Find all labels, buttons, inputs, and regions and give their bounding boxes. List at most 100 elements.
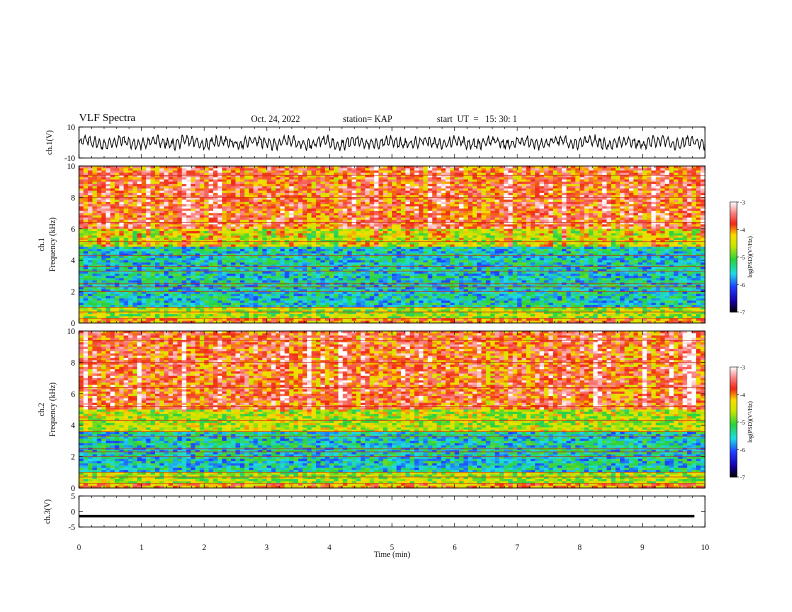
spectrogram-cell (213, 190, 219, 194)
spectrogram-cell (284, 300, 290, 304)
spectrogram-cell (96, 260, 102, 263)
spectrogram-cell (315, 190, 321, 194)
spectrogram-cell (132, 188, 138, 192)
spectrogram-cell (146, 280, 151, 284)
spectrogram-cell (378, 255, 384, 259)
spectrogram-cell (396, 217, 402, 221)
spectrogram-cell (96, 264, 102, 268)
spectrogram-cell (315, 293, 321, 297)
spectrogram-cell (387, 210, 393, 214)
spectrogram-cell (199, 287, 205, 290)
spectrogram-cell (248, 262, 254, 266)
spectrogram-cell (315, 228, 321, 232)
spectrogram-cell (226, 293, 232, 297)
spectrogram-cell (150, 316, 156, 319)
spectrogram-cell (168, 174, 174, 178)
spectrogram-cell (365, 190, 371, 194)
spectrogram-cell (351, 190, 357, 194)
spectrogram-cell (110, 228, 116, 232)
spectrogram-cell (307, 318, 312, 322)
spectrogram-cell (96, 273, 102, 277)
spectrogram-cell (110, 311, 116, 315)
spectrogram-cell (342, 174, 348, 178)
spectrogram-cell (324, 275, 330, 279)
spectrogram-cell (298, 284, 303, 288)
spectrogram-cell (222, 228, 227, 232)
spectrogram-cell (181, 318, 187, 322)
spectrogram-cell (387, 253, 393, 257)
spectrogram-cell (383, 166, 388, 169)
spectrogram-cell (333, 235, 339, 239)
spectrogram-cell (280, 201, 286, 205)
spectrogram-cell (123, 269, 129, 272)
spectrogram-cell (132, 284, 138, 288)
spectrogram-cell (239, 235, 245, 239)
spectrogram-cell (222, 233, 227, 236)
spectrogram-cell (257, 201, 263, 205)
spectrogram-cell (284, 183, 290, 187)
spectrogram-cell (226, 237, 232, 241)
spectrogram-cell (195, 275, 201, 279)
spectrogram-cell (271, 280, 277, 284)
spectrogram-cell (289, 242, 295, 245)
spectrogram-cell (186, 201, 192, 205)
spectrogram-cell (79, 224, 84, 227)
spectrogram-cell (383, 266, 388, 270)
spectrogram-cell (284, 168, 290, 171)
spectrogram-cell (168, 314, 174, 317)
spectrogram-cell (168, 251, 174, 254)
spectrogram-cell (150, 170, 156, 174)
spectrogram-cell (307, 255, 312, 259)
spectrogram-cell (387, 309, 393, 313)
spectrogram-cell (320, 228, 326, 232)
spectrogram-cell (293, 231, 299, 234)
spectrogram-cell (168, 248, 174, 252)
spectrogram-cell (105, 204, 111, 207)
spectrogram-cell (324, 179, 330, 183)
spectrogram-cell (79, 181, 84, 185)
spectrogram-cell (369, 235, 375, 239)
spectrogram-cell (222, 170, 227, 174)
spectrogram-cell (320, 260, 326, 263)
spectrogram-cell (141, 291, 147, 295)
spectrogram-cell (190, 298, 196, 301)
spectrogram-cell (248, 215, 254, 218)
spectrogram-cell (186, 224, 192, 227)
spectrogram-cell (284, 302, 290, 306)
spectrogram-cell (257, 264, 263, 268)
spectrogram-cell (342, 204, 348, 207)
spectrogram-cell (163, 174, 169, 178)
spectrogram-cell (231, 253, 236, 257)
spectrogram-cell (369, 257, 375, 261)
spectrogram-cell (235, 305, 241, 308)
spectrogram-cell (392, 172, 397, 176)
spectrogram-cell (356, 195, 362, 198)
spectrogram-cell (195, 213, 201, 216)
spectrogram-cell (195, 253, 201, 257)
spectrogram-cell (329, 305, 335, 308)
spectrogram-cell (302, 264, 308, 268)
spectrogram-cell (150, 237, 156, 241)
spectrogram-cell (159, 291, 165, 295)
spectrogram-cell (163, 233, 169, 236)
spectrogram-cell (208, 300, 214, 304)
spectrogram-cell (244, 255, 250, 259)
spectrogram-cell (177, 233, 183, 236)
spectrogram-cell (311, 201, 317, 205)
spectrogram-cell (239, 222, 245, 225)
spectrogram-cell (271, 228, 277, 232)
spectrogram-cell (351, 287, 357, 290)
spectrogram-cell (365, 186, 371, 189)
spectrogram-cell (275, 296, 281, 299)
spectrogram-cell (392, 192, 397, 196)
spectrogram-cell (150, 320, 156, 324)
spectrogram-cell (186, 255, 192, 259)
spectrogram-cell (83, 266, 89, 270)
spectrogram-cell (347, 199, 353, 203)
spectrogram-cell (298, 260, 303, 263)
spectrogram-cell (155, 190, 160, 194)
spectrogram-cell (320, 179, 326, 183)
spectrogram-cell (105, 309, 111, 313)
spectrogram-cell (356, 307, 362, 310)
spectrogram-cell (186, 188, 192, 192)
